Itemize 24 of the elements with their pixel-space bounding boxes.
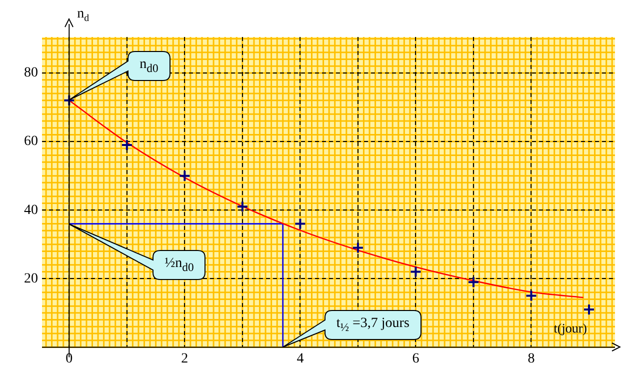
x-axis-title: t(jour) bbox=[554, 320, 588, 336]
point bbox=[410, 266, 422, 278]
x-tick-label: 6 bbox=[412, 351, 420, 366]
y-tick-label: 20 bbox=[24, 271, 38, 286]
annotation: t$_{½}$ =3,7 jours bbox=[336, 316, 410, 334]
x-tick-label: 4 bbox=[296, 351, 304, 366]
point bbox=[294, 218, 306, 230]
point bbox=[236, 200, 248, 213]
point bbox=[583, 303, 596, 316]
point bbox=[525, 290, 538, 302]
point bbox=[467, 276, 480, 288]
point bbox=[63, 94, 76, 106]
point bbox=[178, 170, 191, 182]
y-tick-label: 80 bbox=[24, 66, 38, 81]
x-tick-label: 0 bbox=[66, 351, 73, 366]
annotation: n$_{d0}$ bbox=[140, 57, 158, 76]
line-series bbox=[68, 100, 584, 298]
y-tick-label: 40 bbox=[24, 202, 38, 218]
point bbox=[120, 138, 133, 151]
annotation: ½n$_{d0}$ bbox=[164, 256, 194, 274]
x-tick-label: 8 bbox=[528, 351, 535, 366]
point bbox=[352, 242, 364, 254]
x-tick-label: 2 bbox=[181, 351, 188, 366]
y-tick-label: 60 bbox=[24, 134, 38, 150]
